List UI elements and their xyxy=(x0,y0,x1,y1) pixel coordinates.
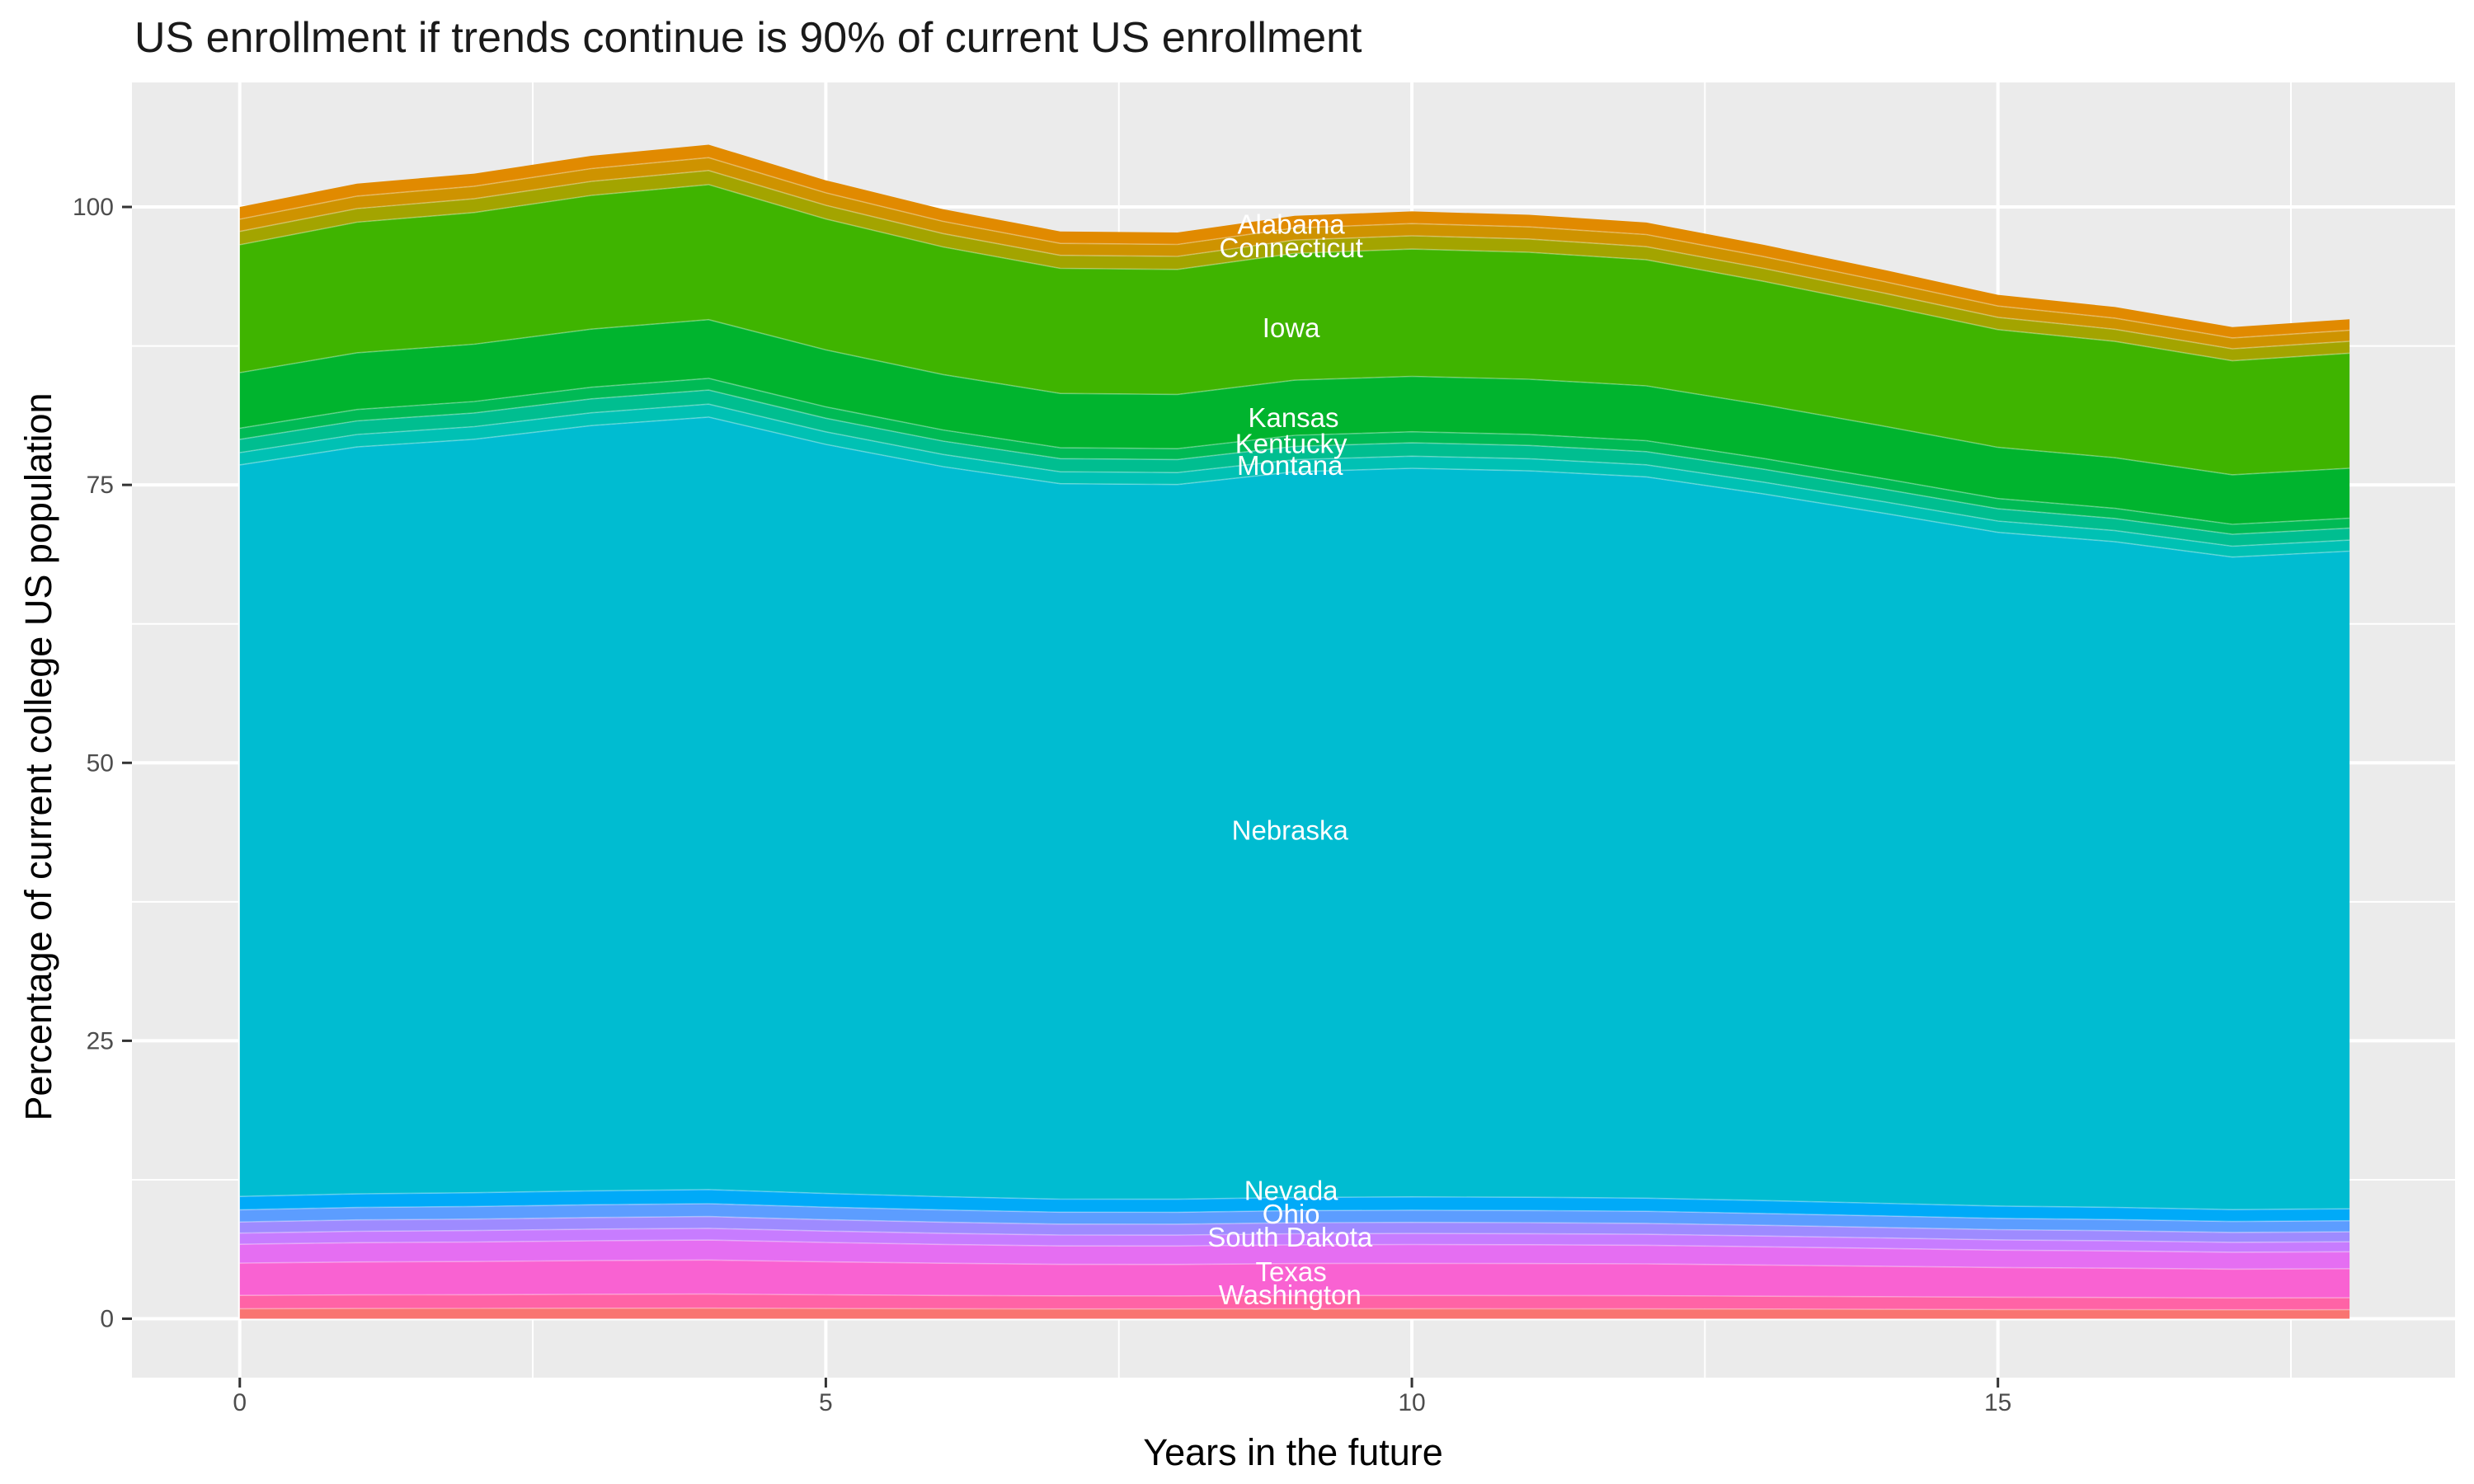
area-layer-band-6 xyxy=(239,390,2350,547)
area-layer-alabama xyxy=(239,144,2350,338)
layer-boundary-8 xyxy=(239,416,2350,558)
state-label-texas: Texas xyxy=(1256,1256,1327,1287)
y-axis-title: Percentage of current college US populat… xyxy=(17,392,59,1121)
layer-boundary-6 xyxy=(239,389,2350,535)
x-axis-title: Years in the future xyxy=(1143,1431,1443,1473)
area-layer-south-dakota xyxy=(239,1240,2350,1270)
area-layer-kentucky xyxy=(239,378,2350,535)
area-layer-band-10 xyxy=(239,1204,2350,1233)
chart-title: US enrollment if trends continue is 90% … xyxy=(134,14,1362,62)
area-layer-band-2 xyxy=(239,170,2350,361)
area-layer-texas xyxy=(239,1260,2350,1298)
y-tick-label-75: 75 xyxy=(87,472,114,499)
state-label-alabama: Alabama xyxy=(1238,209,1346,240)
layer-boundary-5 xyxy=(239,378,2350,525)
layer-boundary-15 xyxy=(239,1293,2350,1299)
layer-boundary-3 xyxy=(239,184,2350,362)
layer-boundary-13 xyxy=(239,1239,2350,1253)
state-label-washington: Washington xyxy=(1219,1280,1362,1310)
y-tick-label-0: 0 xyxy=(100,1306,114,1333)
layer-boundary-12 xyxy=(239,1228,2350,1243)
state-label-nebraska: Nebraska xyxy=(1232,815,1349,846)
x-tick-label-0: 0 xyxy=(233,1389,247,1416)
layer-boundary-16 xyxy=(239,1307,2350,1311)
layer-boundary-4 xyxy=(239,318,2350,476)
state-label-ohio: Ohio xyxy=(1263,1199,1320,1229)
state-label-kansas: Kansas xyxy=(1248,402,1338,433)
state-label-nevada: Nevada xyxy=(1244,1175,1338,1205)
layer-boundary-2 xyxy=(239,169,2350,350)
area-layer-kansas xyxy=(239,319,2350,524)
area-layer-washington xyxy=(239,1294,2350,1310)
layer-boundary-11 xyxy=(239,1215,2350,1233)
area-layer-nevada xyxy=(239,1189,2350,1222)
layer-boundary-1 xyxy=(239,157,2350,339)
area-layer-ohio xyxy=(239,1216,2350,1242)
layer-boundary-9 xyxy=(239,1189,2350,1211)
y-tick-label-100: 100 xyxy=(73,194,114,221)
layer-boundary-7 xyxy=(239,403,2350,547)
area-layer-montana xyxy=(239,404,2350,557)
area-layer-nebraska xyxy=(239,416,2350,1210)
y-tick-label-50: 50 xyxy=(87,749,114,777)
y-tick-label-25: 25 xyxy=(87,1027,114,1054)
area-layer-band-16 xyxy=(239,1308,2350,1319)
state-label-iowa: Iowa xyxy=(1263,312,1320,343)
x-tick-label-10: 10 xyxy=(1398,1389,1425,1416)
state-label-montana: Montana xyxy=(1237,450,1343,481)
area-layer-band-12 xyxy=(239,1228,2350,1252)
area-layer-connecticut xyxy=(239,157,2350,350)
state-label-connecticut: Connecticut xyxy=(1220,232,1363,263)
state-label-kentucky: Kentucky xyxy=(1235,428,1348,458)
x-tick-label-15: 15 xyxy=(1984,1389,2011,1416)
state-label-south-dakota: South Dakota xyxy=(1207,1222,1373,1252)
area-layer-iowa xyxy=(239,184,2350,475)
layer-boundary-14 xyxy=(239,1259,2350,1270)
layer-boundary-10 xyxy=(239,1203,2350,1223)
x-tick-label-5: 5 xyxy=(819,1389,833,1416)
